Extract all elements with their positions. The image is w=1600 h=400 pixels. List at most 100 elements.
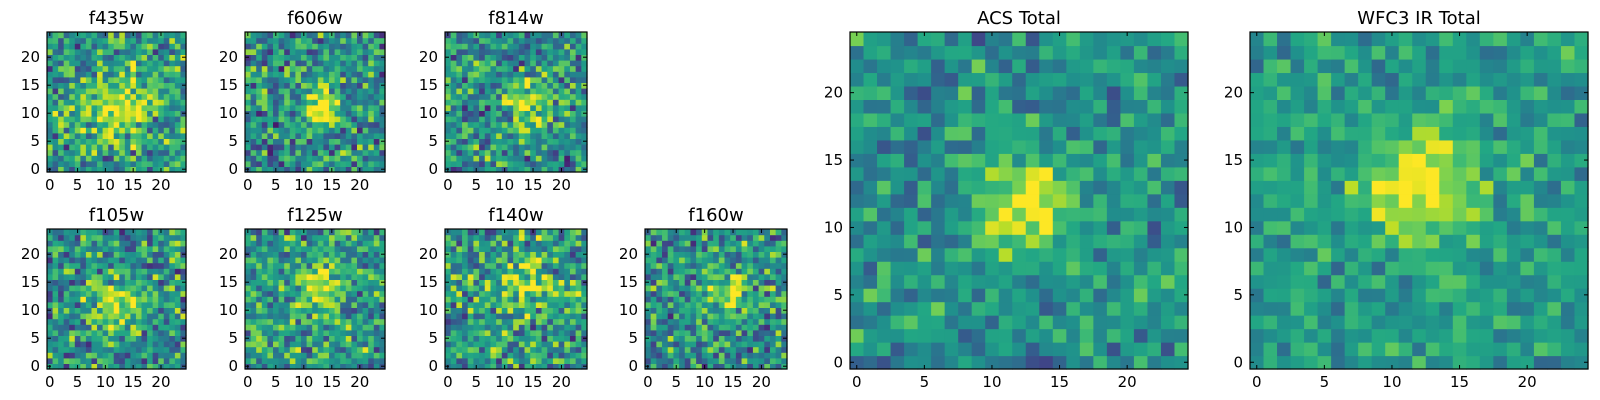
heatmap-cell <box>124 60 131 67</box>
heatmap-cell <box>541 251 548 258</box>
heatmap-cell <box>119 82 126 89</box>
heatmap-cell <box>97 65 104 72</box>
heatmap-cell <box>345 352 352 359</box>
heatmap-cell <box>58 110 65 117</box>
heatmap-cell <box>91 273 98 280</box>
heatmap-cell <box>63 285 70 292</box>
heatmap-cell <box>490 346 497 353</box>
heatmap-cell <box>301 335 308 342</box>
heatmap-cell <box>368 301 375 308</box>
heatmap-cell <box>507 329 514 336</box>
heatmap-cell <box>569 357 577 364</box>
plot-frame <box>46 31 187 173</box>
heatmap-cell <box>345 268 352 275</box>
heatmap-cell <box>931 180 946 195</box>
heatmap-cell <box>496 155 503 162</box>
heatmap-cell <box>484 149 492 156</box>
heatmap-cell <box>119 116 126 123</box>
heatmap-cell <box>752 352 760 359</box>
heatmap-cell <box>289 88 296 95</box>
heatmap-cell <box>684 307 692 314</box>
heatmap-cell <box>158 88 165 95</box>
heatmap-cell <box>278 251 285 258</box>
heatmap-cell <box>147 245 154 252</box>
heatmap-cell <box>501 43 509 50</box>
heatmap-cell <box>278 37 285 44</box>
heatmap-cell <box>662 352 669 359</box>
heatmap-cell <box>985 288 1000 303</box>
heatmap-cell <box>450 54 457 61</box>
heatmap-cell <box>524 329 531 336</box>
heatmap-cell <box>775 245 782 252</box>
heatmap-cell <box>295 155 302 162</box>
heatmap-cell <box>1052 193 1067 208</box>
heatmap-cell <box>552 307 560 314</box>
heatmap-cell <box>690 285 697 292</box>
heatmap-cell <box>373 234 380 241</box>
heatmap-cell <box>541 93 548 100</box>
heatmap-cell <box>163 65 170 72</box>
heatmap-cell <box>306 32 313 39</box>
heatmap-cell <box>323 116 330 123</box>
heatmap-cell <box>473 234 480 241</box>
heatmap-cell <box>379 99 386 106</box>
heatmap-cell <box>564 357 571 364</box>
heatmap-cell <box>52 363 59 370</box>
heatmap-cell <box>261 43 268 50</box>
heatmap-cell <box>135 32 143 39</box>
heatmap-cell <box>250 251 257 258</box>
heatmap-cell <box>329 48 336 55</box>
heatmap-cell <box>735 357 743 364</box>
heatmap-cell <box>518 82 526 89</box>
heatmap-cell <box>724 346 731 353</box>
heatmap-cell <box>581 245 588 252</box>
heatmap-cell <box>91 363 98 370</box>
heatmap-cell <box>718 296 726 303</box>
heatmap-cell <box>317 318 324 325</box>
heatmap-cell <box>530 313 537 320</box>
heatmap-cell <box>135 301 143 308</box>
heatmap-cell <box>329 149 336 156</box>
heatmap-cell <box>507 138 514 145</box>
heatmap-cell <box>301 324 308 331</box>
heatmap-cell <box>958 166 973 181</box>
heatmap-cell <box>351 229 358 236</box>
heatmap-cell <box>718 335 726 342</box>
heatmap-cell <box>362 110 369 117</box>
heatmap-cell <box>741 290 748 297</box>
heatmap-cell <box>152 166 159 173</box>
heatmap-cell <box>445 88 452 95</box>
heatmap-cell <box>362 301 369 308</box>
heatmap-cell <box>507 93 514 100</box>
heatmap-cell <box>479 301 486 308</box>
heatmap-cell <box>373 363 380 370</box>
heatmap-cell <box>47 149 54 156</box>
heatmap-cell <box>250 245 257 252</box>
heatmap-cell <box>174 335 182 342</box>
heatmap-cell <box>97 346 104 353</box>
heatmap-cell <box>764 251 771 258</box>
heatmap-cell <box>462 268 469 275</box>
heatmap-cell <box>479 363 486 370</box>
heatmap-cell <box>501 116 509 123</box>
heatmap-cell <box>507 240 514 247</box>
heatmap-cell <box>518 65 526 72</box>
heatmap-cell <box>479 104 486 111</box>
heatmap-cell <box>445 48 452 55</box>
heatmap-cell <box>91 290 98 297</box>
heatmap-cell <box>301 116 308 123</box>
heatmap-cell <box>119 318 126 325</box>
heatmap-cell <box>581 93 588 100</box>
heatmap-cell <box>718 324 726 331</box>
heatmap-cell <box>135 76 143 83</box>
heatmap-cell <box>85 335 93 342</box>
heatmap-cell <box>113 346 120 353</box>
heatmap-cell <box>301 301 308 308</box>
heatmap-cell <box>340 285 347 292</box>
heatmap-cell <box>63 352 70 359</box>
heatmap-cell <box>69 268 76 275</box>
heatmap-cell <box>735 313 743 320</box>
heatmap-cell <box>524 335 531 342</box>
heatmap-cell <box>58 37 65 44</box>
heatmap-cell <box>1093 261 1108 276</box>
